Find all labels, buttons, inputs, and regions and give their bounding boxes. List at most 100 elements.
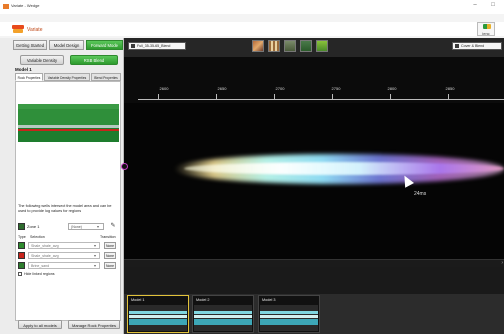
variate-logo-icon xyxy=(12,23,24,35)
model-preview xyxy=(18,104,119,142)
tree-tool-icon[interactable] xyxy=(316,40,328,52)
seismic-tool-icon[interactable] xyxy=(252,40,264,52)
ruler-tick xyxy=(332,94,333,99)
thumbnail-label: Model 1 xyxy=(131,298,145,302)
dataset-dropdown[interactable]: Full_35-35-65_Blend xyxy=(128,42,186,50)
ienc-icon xyxy=(483,24,491,29)
app-header: Variate ienc xyxy=(0,22,504,36)
blend-icon xyxy=(455,44,459,48)
dataset-label: Full_35-35-65_Blend xyxy=(137,44,171,48)
transition-header: Transition xyxy=(100,235,116,239)
tab-blend-properties[interactable]: Blend Properties xyxy=(91,73,121,81)
blend-label: Cover & Blend xyxy=(461,44,485,48)
thumbnail-model-2[interactable]: Model 2 xyxy=(192,295,254,333)
ruler-label: 2750 xyxy=(331,86,341,91)
hide-regions-label: Hide linked regions xyxy=(24,272,55,276)
model-tool-icon[interactable] xyxy=(300,40,312,52)
thumbnail-image xyxy=(194,305,252,331)
region-selection[interactable]: Shale_shale_avg xyxy=(28,252,100,259)
rock-properties-panel: The following wells intersect the model … xyxy=(15,81,121,321)
dataset-icon xyxy=(131,44,135,48)
section-marker-icon[interactable] xyxy=(121,163,128,170)
region-selection[interactable]: Brine_sand xyxy=(28,262,100,269)
viewer-footer xyxy=(124,267,504,294)
chevron-down-icon: ▾ xyxy=(97,224,100,229)
hide-regions-row: Hide linked regions xyxy=(18,272,119,278)
tab-rock-properties[interactable]: Rock Properties xyxy=(15,73,43,81)
region-row: Shale_shale_avg ▾ None xyxy=(18,242,119,250)
wells-description: The following wells intersect the model … xyxy=(18,204,112,213)
ruler-label: 2600 xyxy=(159,86,169,91)
thumbnail-model-1[interactable]: Model 1 xyxy=(127,295,189,333)
tab-getting-started[interactable]: Getting Started xyxy=(13,40,47,50)
thumbnail-image xyxy=(129,305,187,331)
time-readout: 24ms xyxy=(414,191,427,197)
ruler-tick xyxy=(216,94,217,99)
wiggle-tool-icon[interactable] xyxy=(268,40,280,52)
hide-regions-checkbox[interactable] xyxy=(18,272,22,276)
minimize-button[interactable]: – xyxy=(473,2,477,8)
chevron-down-icon: ▾ xyxy=(94,243,97,248)
amplitude-core xyxy=(184,162,504,175)
well-select[interactable]: (None) xyxy=(68,223,104,230)
region-swatch[interactable] xyxy=(18,262,25,269)
mode-tabs: Getting Started Model Design Forward Mod… xyxy=(13,40,123,50)
region-swatch[interactable] xyxy=(18,242,25,249)
model-name: Model 1 xyxy=(15,67,32,72)
ruler-tick xyxy=(448,94,449,99)
seismic-viewer: Full_35-35-65_Blend Cover & Blend 2600 2… xyxy=(121,38,504,294)
manage-rock-properties-button[interactable]: Manage Rock Properties xyxy=(68,320,120,329)
seismic-section[interactable]: 24ms xyxy=(121,103,504,259)
region-swatch[interactable] xyxy=(18,252,25,259)
ruler-tick xyxy=(158,94,159,99)
blend-dropdown[interactable]: Cover & Blend xyxy=(452,42,502,50)
chevron-down-icon: ▾ xyxy=(94,253,97,258)
tab-forward-mode[interactable]: Forward Mode xyxy=(86,40,123,50)
chevron-right-icon[interactable]: › xyxy=(501,260,503,266)
region-selection[interactable]: Shale_shale_avg xyxy=(28,242,100,249)
selection-header: Selection xyxy=(30,235,45,239)
tab-variable-density[interactable]: Variable Density Properties xyxy=(44,73,90,81)
model-thumbnails: Model 1 Model 2 Model 3 xyxy=(124,294,504,334)
type-header: Type xyxy=(18,235,26,239)
maximize-button[interactable]: □ xyxy=(491,2,495,8)
ruler-label: 2700 xyxy=(275,86,285,91)
layer-tool-icon[interactable] xyxy=(284,40,296,52)
ruler-line xyxy=(138,99,504,100)
thumbnail-label: Model 2 xyxy=(196,298,210,302)
zone-swatch xyxy=(18,223,25,230)
window-title: Variate - Wedge xyxy=(11,3,40,8)
thumbnail-image xyxy=(260,305,318,331)
thumbnail-model-3[interactable]: Model 3 xyxy=(258,295,320,333)
ruler-label: 2800 xyxy=(387,86,397,91)
property-tabs: Rock Properties Variable Density Propert… xyxy=(15,73,121,81)
horizontal-scrollbar[interactable]: › xyxy=(124,259,504,267)
ruler-label: 2850 xyxy=(445,86,455,91)
app-icon xyxy=(3,4,9,9)
transition-button[interactable]: None xyxy=(104,262,116,269)
zone-label: Zone 1 xyxy=(27,224,40,229)
tab-model-design[interactable]: Model Design xyxy=(49,40,84,50)
ienc-label: ienc xyxy=(482,31,490,36)
ruler-tick xyxy=(390,94,391,99)
rsb-blend-button[interactable]: RSB Blend xyxy=(70,55,118,65)
ruler-tick xyxy=(274,94,275,99)
viewer-toolbar: Full_35-35-65_Blend Cover & Blend xyxy=(124,38,504,57)
magic-wand-icon[interactable]: ✎ xyxy=(110,223,116,229)
title-bar: Variate - Wedge – □ xyxy=(0,0,504,14)
ruler-label: 2650 xyxy=(217,86,227,91)
ienc-badge[interactable]: ienc xyxy=(477,22,495,36)
thumbnail-label: Model 3 xyxy=(262,298,276,302)
left-panel: Getting Started Model Design Forward Mod… xyxy=(0,38,124,334)
chevron-down-icon: ▾ xyxy=(94,263,97,268)
variable-density-button[interactable]: Variable Density xyxy=(20,55,64,65)
region-row: Shale_shale_avg ▾ None xyxy=(18,252,119,260)
transition-button[interactable]: None xyxy=(104,252,116,259)
transition-button[interactable]: None xyxy=(104,242,116,249)
region-row: Brine_sand ▾ None xyxy=(18,262,119,270)
apply-all-button[interactable]: Apply to all models xyxy=(18,320,62,329)
app-name: Variate xyxy=(27,27,43,33)
zone-row: Zone 1 (None) ▾ ✎ xyxy=(18,223,119,231)
distance-ruler: 2600 2650 2700 2750 2800 2850 xyxy=(124,57,504,103)
